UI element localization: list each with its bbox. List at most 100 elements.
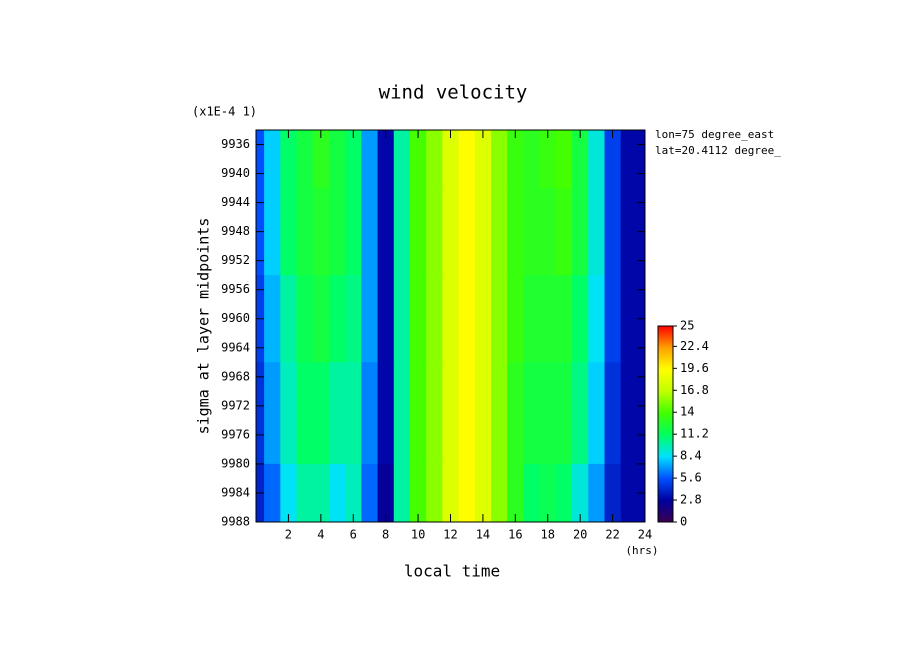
contour-cell [328, 188, 346, 276]
contour-cell [256, 362, 265, 465]
colorbar [657, 325, 674, 523]
contour-cell [474, 130, 492, 189]
contour-cell [458, 275, 476, 363]
y-tick-label: 9968 [221, 369, 250, 383]
contour-cell [280, 275, 298, 363]
contour-cell [572, 362, 589, 465]
contour-cell [393, 362, 411, 465]
contour-cell [588, 130, 605, 189]
contour-cell [539, 463, 557, 523]
contour-cell [604, 275, 622, 363]
colorbar-tick-label: 16.8 [680, 383, 709, 397]
contour-cell [523, 275, 541, 363]
contour-cell [523, 463, 541, 523]
annotation: lon=75 degree_east [655, 128, 774, 141]
contour-cell [409, 188, 427, 276]
contour-cell [442, 362, 460, 465]
y-tick-label: 9956 [221, 282, 250, 296]
contour-cell [507, 188, 524, 276]
contour-cell [474, 188, 492, 276]
contour-cell [393, 463, 411, 523]
contour-cell [256, 130, 265, 189]
x-tick-label: 8 [382, 528, 389, 542]
contour-cell [572, 188, 589, 276]
x-tick-label: 10 [411, 528, 425, 542]
contour-cell [507, 463, 524, 523]
contour-cell [523, 362, 541, 465]
contour-cell [523, 130, 541, 189]
contour-cell [264, 362, 281, 465]
contour-cell [555, 463, 573, 523]
colorbar-tick-label: 2.8 [680, 493, 702, 507]
contour-cell [280, 463, 298, 523]
contour-cell [620, 362, 638, 465]
x-tick-label: 6 [350, 528, 357, 542]
x-tick-label: 20 [573, 528, 587, 542]
colorbar-tick-label: 25 [680, 319, 694, 333]
x-unit: (hrs) [625, 544, 658, 557]
contour-cell [636, 130, 646, 189]
colorbar-tick-label: 19.6 [680, 361, 709, 375]
x-tick-label: 18 [541, 528, 555, 542]
contour-cell [491, 362, 508, 465]
contour-cell [426, 275, 443, 363]
contour-cell [636, 362, 646, 465]
scale-note: (x1E-4 1) [192, 105, 257, 119]
contour-cell [620, 188, 638, 276]
chart-title: wind velocity [379, 82, 528, 104]
contour-cell [377, 130, 395, 189]
contour-cell [312, 275, 330, 363]
x-tick-label: 12 [443, 528, 457, 542]
x-tick-label: 2 [285, 528, 292, 542]
y-tick-label: 9984 [221, 485, 250, 499]
y-axis-label: sigma at layer midpoints [195, 218, 213, 435]
contour-cell [507, 130, 524, 189]
contour-cell [280, 130, 298, 189]
contour-cell [539, 275, 557, 363]
y-tick-label: 9964 [221, 340, 250, 354]
contour-cell [474, 275, 492, 363]
x-axis-label: local time [404, 562, 500, 581]
contour-cell [539, 130, 557, 189]
colorbar-tick-label: 0 [680, 515, 687, 529]
contour-cell [555, 362, 573, 465]
contour-cell [361, 362, 379, 465]
y-tick-label: 9952 [221, 253, 250, 267]
contour-cell [458, 362, 476, 465]
contour-cell [345, 362, 362, 465]
colorbar-tick-label: 14 [680, 405, 694, 419]
contour-cell [426, 463, 443, 523]
contour-cell [328, 130, 346, 189]
contour-cell [523, 188, 541, 276]
contour-cell [312, 130, 330, 189]
contour-cell [377, 463, 395, 523]
y-tick-label: 9944 [221, 195, 250, 209]
contour-cell [264, 188, 281, 276]
contour-cell [361, 275, 379, 363]
y-tick-label: 9972 [221, 398, 250, 412]
contour-cell [539, 362, 557, 465]
colorbar-tick-label: 22.4 [680, 339, 709, 353]
contour-cell [442, 463, 460, 523]
contour-cell [604, 463, 622, 523]
contour-cell [426, 362, 443, 465]
contour-cell [280, 188, 298, 276]
contour-cell [491, 463, 508, 523]
contour-cell [507, 275, 524, 363]
x-tick-label: 14 [476, 528, 490, 542]
contour-cell [491, 275, 508, 363]
contour-cell [328, 275, 346, 363]
colorbar-tick-label: 8.4 [680, 449, 702, 463]
contour-cell [507, 362, 524, 465]
contour-cell [458, 463, 476, 523]
contour-cell [361, 188, 379, 276]
contour-cell [588, 463, 605, 523]
contour-cell [588, 362, 605, 465]
contour-cell [458, 130, 476, 189]
y-tick-label: 9980 [221, 456, 250, 470]
y-tick-label: 9976 [221, 427, 250, 441]
contour-cell [264, 463, 281, 523]
contour-cell [296, 130, 314, 189]
contour-cell [296, 463, 314, 523]
